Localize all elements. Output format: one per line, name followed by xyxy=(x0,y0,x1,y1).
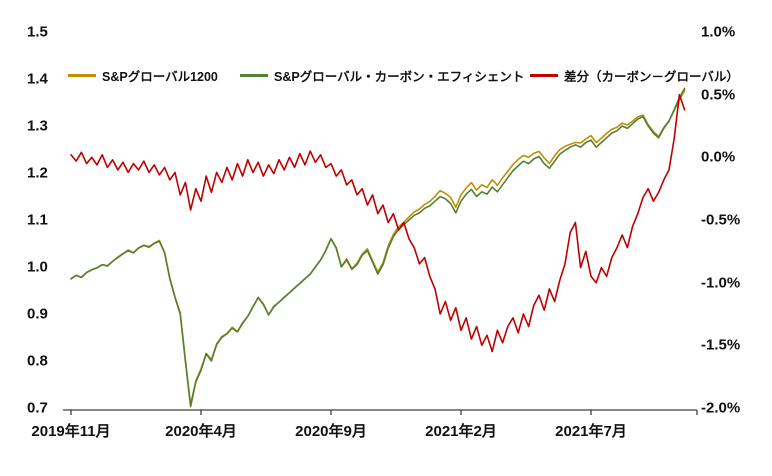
series-line-diff-carbon-minus-global xyxy=(70,93,686,353)
y-right-tick-label: 1.0% xyxy=(701,23,736,41)
y-left-tick-label: 0.8 xyxy=(27,352,48,370)
series-line-sp-carbon-efficient xyxy=(70,87,686,408)
legend-item-sp-global-1200: S&Pグローバル1200 xyxy=(68,66,218,85)
y-right-tick-label: -0.5% xyxy=(701,211,741,229)
y-right-tick-label: 0.0% xyxy=(701,148,736,166)
legend-label: S&Pグローバル・カーボン・エフィシェント xyxy=(274,70,525,84)
x-axis-tick-label: 2020年9月 xyxy=(295,423,367,440)
legend-line-swatch-red xyxy=(530,74,558,77)
y-left-tick-label: 1.2 xyxy=(27,164,48,182)
y-right-tick-label: -2.0% xyxy=(701,399,741,417)
y-right-tick-label: -1.0% xyxy=(701,274,741,292)
y-left-tick-label: 0.7 xyxy=(27,399,48,417)
y-left-tick-label: 1.5 xyxy=(27,23,48,41)
y-left-tick-label: 1.4 xyxy=(27,70,48,88)
y-left-tick-label: 1.3 xyxy=(27,117,48,135)
legend-line-swatch-green xyxy=(240,74,268,77)
y-right-tick-label: 0.5% xyxy=(701,86,736,104)
y-left-tick-label: 0.9 xyxy=(27,305,48,323)
x-axis-tick-label: 2021年7月 xyxy=(555,423,627,440)
legend-label: S&Pグローバル1200 xyxy=(102,70,218,84)
x-axis-tick-label: 2019年11月 xyxy=(31,423,111,440)
legend-item-sp-carbon-efficient: S&Pグローバル・カーボン・エフィシェント xyxy=(240,66,524,85)
y-left-tick-label: 1.0 xyxy=(27,258,48,276)
x-axis-tick-label: 2021年2月 xyxy=(425,423,497,440)
legend-item-diff: 差分（カーボン－グローバル） xyxy=(530,66,739,85)
x-axis-tick-label: 2020年4月 xyxy=(165,423,237,440)
y-right-tick-label: -1.5% xyxy=(701,336,741,354)
y-left-tick-label: 1.1 xyxy=(27,211,48,229)
series-line-sp-global-1200 xyxy=(70,89,686,406)
legend-label: 差分（カーボン－グローバル） xyxy=(564,70,739,84)
legend-line-swatch-gold xyxy=(68,74,96,77)
